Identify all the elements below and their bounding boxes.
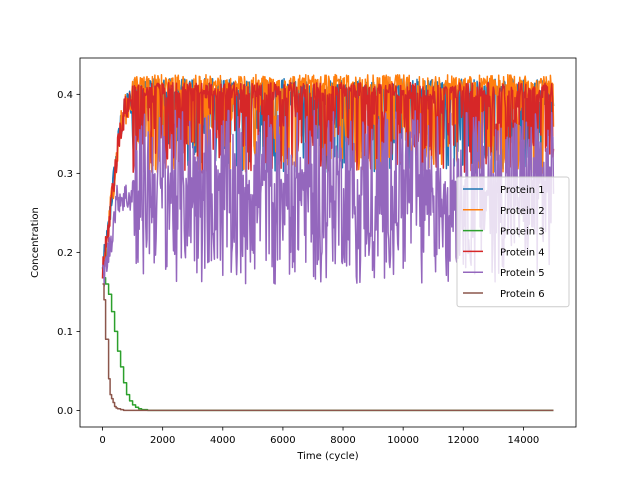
x-tick-label: 0 xyxy=(99,435,105,446)
y-axis-ticks: 0.0 0.1 0.2 0.3 0.4 xyxy=(57,90,80,417)
y-tick-label: 0.2 xyxy=(57,248,73,259)
x-tick-label: 2000 xyxy=(150,435,175,446)
x-tick-label: 12000 xyxy=(447,435,479,446)
y-tick-label: 0.4 xyxy=(57,90,73,101)
y-tick-label: 0.3 xyxy=(57,169,73,180)
y-tick-label: 0.0 xyxy=(57,406,73,417)
series-line-6 xyxy=(102,283,554,412)
legend-label: Protein 2 xyxy=(500,206,545,217)
legend-label: Protein 3 xyxy=(500,227,545,238)
legend-label: Protein 6 xyxy=(500,289,545,300)
x-tick-label: 4000 xyxy=(210,435,235,446)
legend-box xyxy=(456,176,570,308)
legend-label: Protein 4 xyxy=(500,247,545,258)
x-tick-label: 8000 xyxy=(330,435,355,446)
series-layer xyxy=(101,73,555,412)
legend: Protein 1 Protein 2 Protein 3 Protein 4 Prot… xyxy=(456,176,570,308)
x-tick-label: 10000 xyxy=(387,435,419,446)
x-axis-ticks: 0 2000 4000 6000 8000 10000 12000 14000 xyxy=(99,427,539,446)
series-line-3 xyxy=(102,276,554,412)
y-tick-label: 0.1 xyxy=(57,327,73,338)
x-tick-label: 14000 xyxy=(507,435,539,446)
series-line-5 xyxy=(101,109,555,287)
legend-label: Protein 5 xyxy=(500,268,545,279)
legend-label: Protein 1 xyxy=(500,185,545,196)
x-tick-label: 6000 xyxy=(270,435,295,446)
x-axis-label: Time (cycle) xyxy=(296,451,358,462)
y-axis-label: Concentration xyxy=(30,207,41,278)
plot-frame xyxy=(79,57,577,428)
